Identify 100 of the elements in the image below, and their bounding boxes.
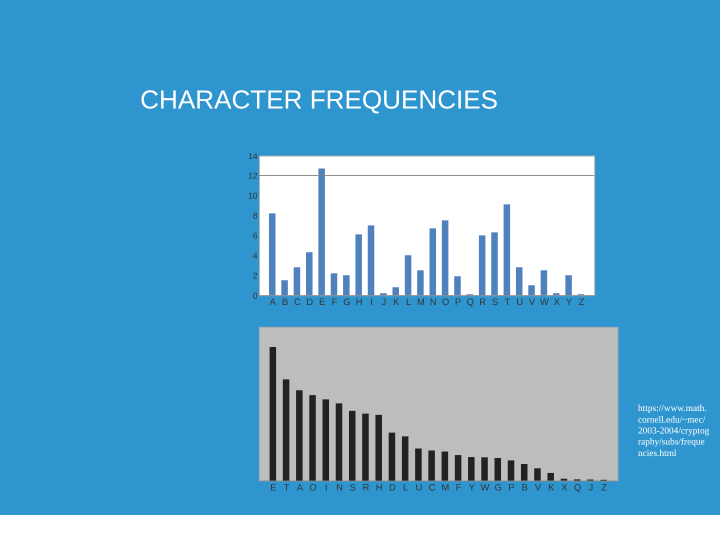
bar bbox=[520, 464, 528, 481]
y-tick-label: 2 bbox=[252, 270, 258, 281]
y-tick-label: 12 bbox=[248, 170, 258, 181]
bar bbox=[306, 252, 313, 296]
x-tick-label: D bbox=[389, 482, 396, 492]
x-tick-label: M bbox=[441, 482, 450, 492]
bar bbox=[368, 225, 374, 296]
bar bbox=[468, 457, 475, 481]
bar bbox=[565, 275, 572, 296]
x-tick-label: J bbox=[588, 482, 594, 492]
x-tick-label: U bbox=[516, 297, 524, 308]
bar bbox=[516, 267, 522, 296]
bar bbox=[494, 458, 502, 481]
bar bbox=[294, 267, 300, 296]
x-tick-label: B bbox=[522, 482, 528, 492]
x-tick-label: E bbox=[319, 297, 326, 308]
x-tick-label: I bbox=[370, 297, 373, 308]
x-tick-label: X bbox=[554, 297, 560, 308]
bar bbox=[430, 228, 436, 296]
x-tick-label: U bbox=[416, 482, 422, 492]
x-tick-label: X bbox=[561, 482, 568, 492]
bar bbox=[540, 270, 548, 296]
bar bbox=[309, 395, 316, 481]
bar bbox=[282, 379, 290, 481]
bar bbox=[454, 455, 462, 481]
x-tick-label: H bbox=[356, 297, 363, 308]
bar bbox=[491, 232, 498, 296]
bar bbox=[268, 213, 276, 296]
x-tick-label: W bbox=[540, 297, 549, 308]
bar bbox=[508, 460, 514, 481]
y-tick-label: 8 bbox=[252, 210, 258, 221]
bar bbox=[404, 255, 412, 296]
x-tick-label: N bbox=[430, 297, 437, 308]
x-tick-label: K bbox=[548, 482, 556, 492]
x-tick-label: L bbox=[406, 297, 412, 308]
x-tick-label: P bbox=[508, 482, 515, 492]
bar bbox=[534, 468, 541, 481]
bar bbox=[392, 287, 399, 296]
x-tick-label: I bbox=[324, 482, 328, 492]
x-tick-label: K bbox=[393, 297, 400, 308]
bar bbox=[388, 432, 396, 481]
bar bbox=[478, 235, 486, 296]
x-tick-label: G bbox=[494, 482, 502, 492]
x-tick-label: F bbox=[456, 482, 462, 492]
y-tick-label: 14 bbox=[248, 150, 258, 161]
x-tick-label: H bbox=[376, 482, 383, 492]
y-tick-label: 6 bbox=[252, 230, 258, 241]
y-tick-label: 0 bbox=[252, 290, 258, 300]
x-tick-label: Q bbox=[574, 482, 582, 492]
x-tick-label: Z bbox=[601, 482, 608, 492]
x-tick-label: S bbox=[492, 297, 498, 308]
x-tick-label: S bbox=[350, 482, 356, 492]
x-tick-label: F bbox=[332, 297, 338, 308]
x-tick-label: Y bbox=[566, 297, 572, 308]
bar bbox=[281, 280, 288, 296]
x-tick-label: G bbox=[343, 297, 350, 308]
bar bbox=[362, 414, 369, 481]
x-tick-label: R bbox=[362, 482, 370, 492]
bar bbox=[270, 346, 276, 481]
x-tick-label: R bbox=[479, 297, 486, 308]
x-tick-label: O bbox=[309, 482, 317, 492]
x-tick-label: C bbox=[294, 297, 302, 308]
x-tick-label: V bbox=[534, 482, 542, 492]
x-tick-label: J bbox=[382, 297, 386, 308]
x-tick-label: A bbox=[296, 482, 304, 492]
x-tick-label: C bbox=[428, 482, 436, 492]
x-tick-label: Q bbox=[466, 297, 474, 308]
x-tick-label: D bbox=[306, 297, 314, 308]
bar bbox=[528, 285, 535, 296]
x-tick-label: A bbox=[270, 297, 277, 308]
bar bbox=[415, 448, 422, 481]
x-tick-label: N bbox=[336, 482, 343, 492]
bar bbox=[428, 450, 435, 481]
y-tick-label: 4 bbox=[252, 250, 258, 261]
text: https://www.math.cornell.edu/~mec/2003-2004/cryptography/subs/frequencies.html bbox=[638, 404, 710, 459]
bar bbox=[330, 273, 338, 296]
bar bbox=[343, 275, 350, 296]
bar bbox=[355, 234, 362, 296]
bar bbox=[318, 168, 325, 296]
x-tick-label: Z bbox=[578, 297, 585, 308]
x-tick-label: P bbox=[454, 297, 462, 308]
bar bbox=[402, 436, 408, 481]
x-tick-label: T bbox=[284, 482, 290, 492]
x-tick-label: Y bbox=[468, 482, 475, 492]
x-tick-label: E bbox=[270, 482, 276, 492]
x-tick-label: T bbox=[504, 297, 510, 308]
x-tick-label: V bbox=[528, 297, 536, 308]
bar bbox=[442, 220, 448, 296]
bar bbox=[322, 399, 330, 481]
x-tick-label: O bbox=[442, 297, 450, 308]
bar bbox=[547, 472, 554, 481]
chart-title: CHARACTER FREQUENCIES bbox=[140, 84, 498, 114]
x-tick-label: B bbox=[282, 297, 288, 308]
bar bbox=[375, 414, 382, 481]
bar bbox=[417, 270, 424, 296]
x-tick-label: L bbox=[403, 482, 408, 492]
bar bbox=[348, 410, 356, 481]
bar bbox=[336, 403, 342, 481]
x-tick-label: W bbox=[480, 482, 490, 492]
x-tick-label: M bbox=[417, 297, 425, 308]
